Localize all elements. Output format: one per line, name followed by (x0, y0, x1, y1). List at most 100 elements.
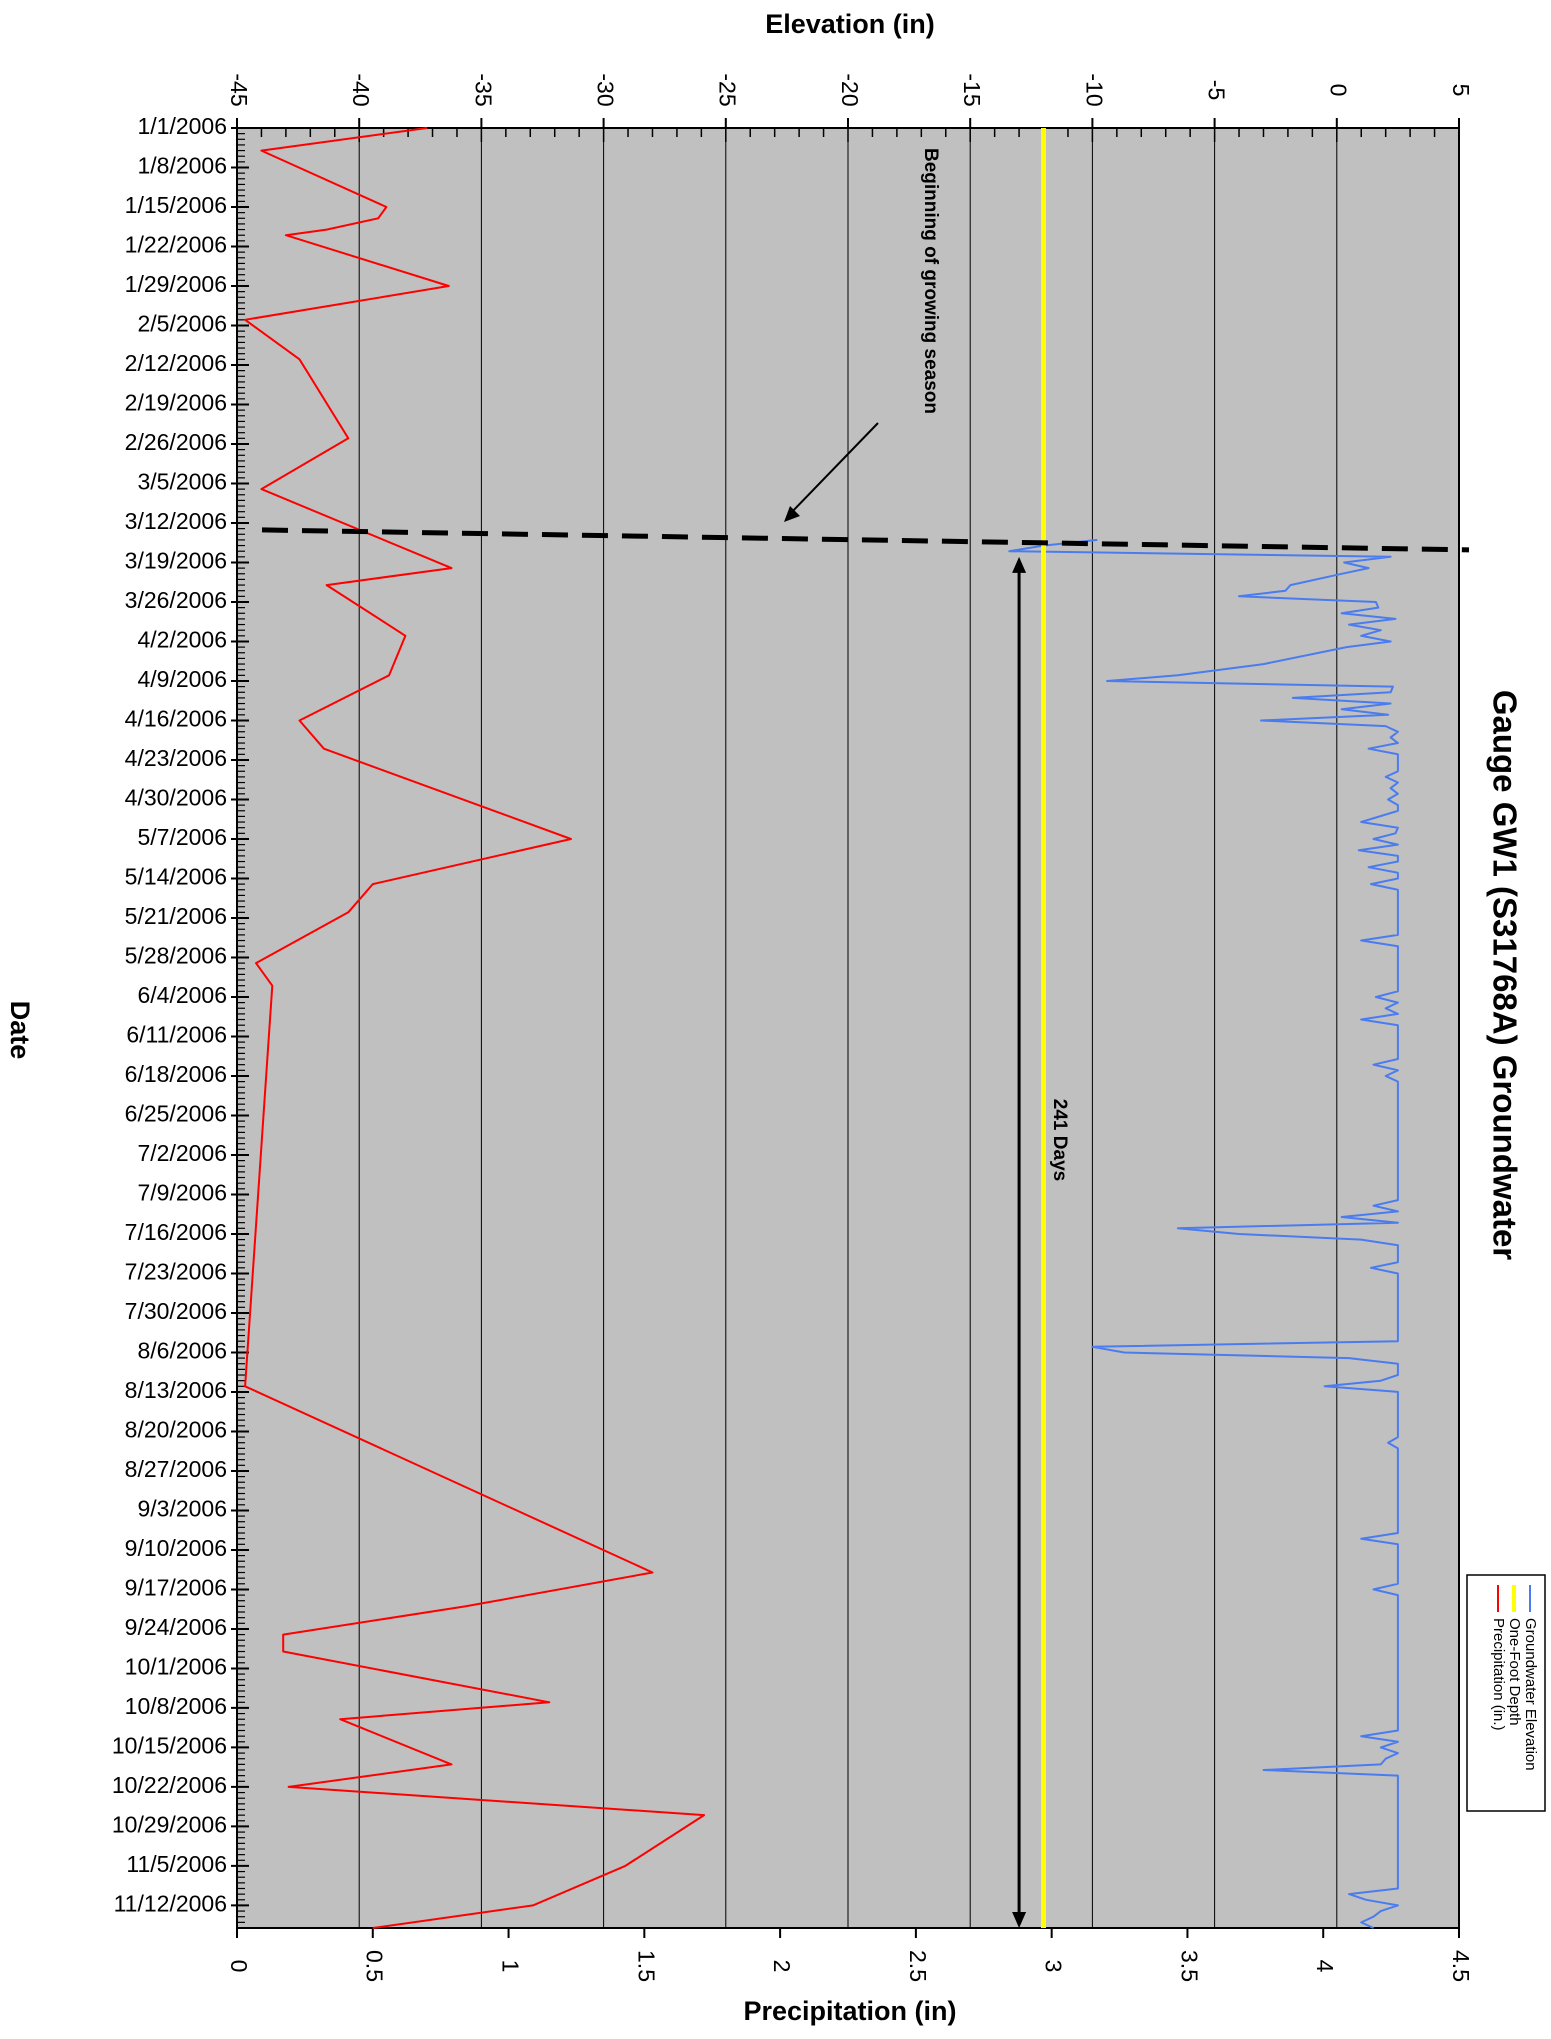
elevation-tick-label: -35 (470, 73, 496, 106)
date-tick-label: 7/16/2006 (125, 1219, 227, 1245)
precipitation-tick-label-group: 1 (497, 1960, 523, 1973)
legend-entry-group: Precipitation (in.) (1490, 1618, 1507, 1731)
date-tick-label: 4/16/2006 (125, 706, 227, 732)
date-tick-label: 9/17/2006 (125, 1575, 227, 1601)
elevation-tick-label-group: 0 (1326, 84, 1352, 97)
elevation-tick-label: -40 (348, 73, 374, 106)
elevation-tick-label: -5 (1204, 80, 1230, 100)
date-tick-label: 6/11/2006 (126, 1022, 227, 1048)
date-axis-title: Date (5, 1001, 35, 1060)
precipitation-line (244, 127, 706, 1929)
legend-entry-group: Groundwater Elevation (1522, 1618, 1539, 1771)
elevation-tick-label: 0 (1326, 84, 1352, 97)
date-tick-label: 7/30/2006 (125, 1298, 227, 1324)
date-tick-label: 3/26/2006 (125, 587, 227, 613)
date-tick-label: 6/4/2006 (137, 982, 227, 1008)
date-tick-label: 10/8/2006 (125, 1693, 227, 1719)
precipitation-tick-label-group: 2.5 (905, 1950, 931, 1982)
elevation-tick-label-group: -25 (715, 73, 741, 106)
legend-box (1466, 1574, 1546, 1812)
precipitation-tick-label-group: 3 (1041, 1960, 1067, 1973)
growing-season-arrow (787, 422, 879, 517)
legend-entry-label: One-Foot Depth (1506, 1618, 1523, 1726)
date-tick-label: 2/26/2006 (125, 429, 227, 455)
elevation-tick-label-group: -15 (959, 73, 985, 106)
growing-season-label-group: Beginning of growing season (920, 148, 941, 414)
date-tick-label: 8/27/2006 (125, 1456, 227, 1482)
date-tick-label: 10/29/2006 (112, 1812, 227, 1838)
elevation-tick-label: -15 (959, 73, 985, 106)
date-tick-label: 5/14/2006 (125, 864, 227, 890)
elevation-tick-label-group: -10 (1081, 73, 1107, 106)
elevation-tick-label-group: -40 (348, 73, 374, 106)
date-tick-label: 4/9/2006 (137, 666, 227, 692)
precipitation-tick-label: 0 (226, 1960, 252, 1973)
date-tick-label: 9/24/2006 (125, 1614, 227, 1640)
axis-ticks (231, 118, 1460, 1938)
gridlines (358, 128, 1338, 1928)
date-tick-label: 7/23/2006 (125, 1259, 227, 1285)
duration-label: 241 Days (1049, 1099, 1070, 1181)
annotations-layer: Beginning of growing season 241 Days (261, 148, 1470, 1928)
precipitation-tick-label: 3.5 (1176, 1950, 1202, 1982)
date-tick-label: 8/6/2006 (137, 1338, 227, 1364)
growing-season-dashed-line (261, 527, 1470, 553)
precipitation-tick-label: 4 (1312, 1960, 1338, 1973)
precipitation-tick-label-group: 1.5 (633, 1950, 659, 1982)
date-tick-label: 2/12/2006 (125, 350, 227, 376)
date-tick-label: 5/21/2006 (125, 903, 227, 929)
date-tick-label: 2/19/2006 (125, 390, 227, 416)
precipitation-axis-title: Precipitation (in) (743, 1996, 956, 2026)
precipitation-tick-label-group: 2 (769, 1960, 795, 1973)
date-tick-label: 4/23/2006 (125, 745, 227, 771)
elevation-tick-label-group: -35 (470, 73, 496, 106)
chart-title: Gauge GW1 (S31768A) Groundwater (1486, 690, 1523, 1260)
legend-entry-group: One-Foot Depth (1506, 1618, 1523, 1726)
precipitation-tick-label-group: 3.5 (1176, 1950, 1202, 1982)
elevation-tick-label: 5 (1448, 84, 1474, 97)
precipitation-tick-label: 2 (769, 1960, 795, 1973)
precipitation-tick-label: 1 (497, 1960, 523, 1973)
date-tick-label: 10/22/2006 (112, 1772, 227, 1798)
elevation-tick-label-group: 5 (1448, 84, 1474, 97)
elevation-tick-label: -30 (593, 73, 619, 106)
date-tick-label: 3/5/2006 (137, 469, 227, 495)
elevation-tick-label: -10 (1081, 73, 1107, 106)
precipitation-tick-label: 3 (1041, 1960, 1067, 1973)
legend-entry-label: Groundwater Elevation (1522, 1618, 1539, 1771)
date-tick-label: 1/29/2006 (125, 271, 227, 297)
elevation-tick-label: -45 (226, 73, 252, 106)
date-tick-label: 2/5/2006 (137, 311, 227, 337)
date-tick-label: 5/7/2006 (137, 824, 227, 850)
precipitation-tick-label-group: 4.5 (1448, 1950, 1474, 1982)
date-tick-label: 3/12/2006 (125, 508, 227, 534)
elevation-tick-label: -20 (837, 73, 863, 106)
date-tick-label: 6/18/2006 (125, 1061, 227, 1087)
elevation-tick-label: -25 (715, 73, 741, 106)
elevation-tick-label-group: -20 (837, 73, 863, 106)
date-tick-label: 3/19/2006 (125, 548, 227, 574)
date-tick-label: 4/30/2006 (125, 785, 227, 811)
growing-season-label: Beginning of growing season (920, 148, 941, 414)
date-tick-label: 8/20/2006 (125, 1417, 227, 1443)
date-tick-label: 9/3/2006 (137, 1496, 227, 1522)
date-tick-label: 7/2/2006 (137, 1140, 227, 1166)
precipitation-tick-label: 2.5 (905, 1950, 931, 1982)
precipitation-tick-label: 0.5 (362, 1950, 388, 1982)
date-tick-label: 1/22/2006 (125, 232, 227, 258)
date-tick-label: 7/9/2006 (137, 1180, 227, 1206)
date-tick-label: 11/12/2006 (114, 1891, 227, 1917)
precipitation-tick-label: 4.5 (1448, 1950, 1474, 1982)
date-tick-label: 9/10/2006 (125, 1535, 227, 1561)
elevation-tick-label-group: -5 (1204, 80, 1230, 100)
elevation-tick-label-group: -45 (226, 73, 252, 106)
precipitation-tick-label-group: 0.5 (362, 1950, 388, 1982)
date-tick-label: 10/15/2006 (112, 1733, 227, 1759)
date-tick-label: 1/15/2006 (125, 192, 227, 218)
groundwater-elevation-line (1008, 538, 1399, 1929)
series-layer (244, 127, 1399, 1929)
growing-season-arrowhead (784, 506, 800, 522)
date-tick-label: 10/1/2006 (125, 1654, 227, 1680)
